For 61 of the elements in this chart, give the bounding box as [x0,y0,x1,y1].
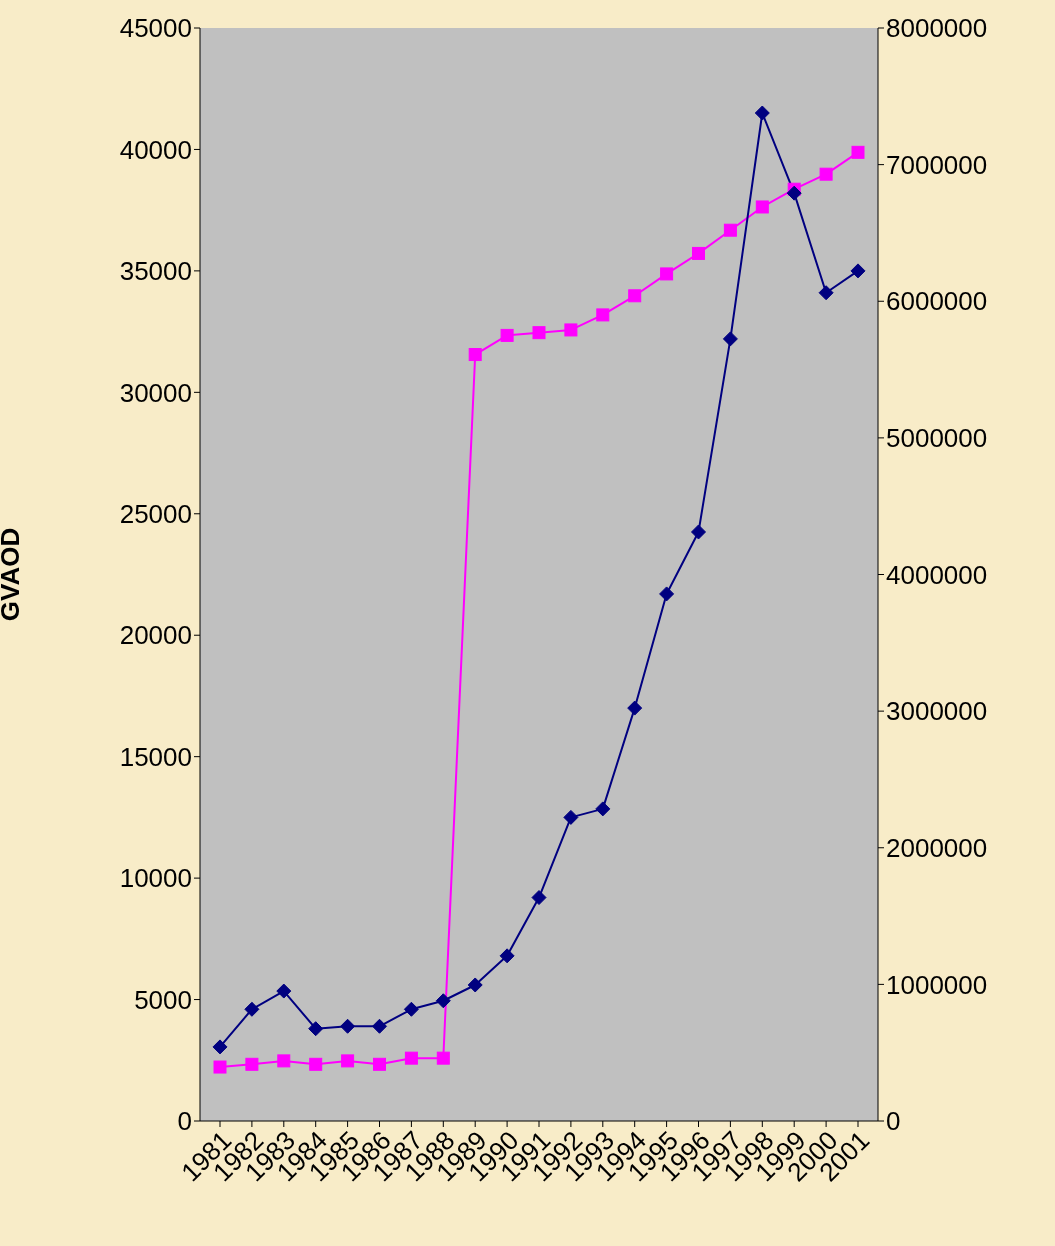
point [532,326,546,340]
point [277,1054,291,1068]
point [435,993,451,1009]
point [754,105,770,121]
point [723,223,737,237]
y2-tick-label: 4000000 [886,559,988,590]
point [660,267,674,281]
point [244,1001,260,1017]
point [850,263,866,279]
point [818,285,834,301]
point [309,1057,323,1071]
point [373,1057,386,1071]
y-tick-label: 15000 [119,741,192,772]
point [404,1051,418,1065]
point [245,1057,259,1071]
y2-tick-label: 3000000 [886,696,988,727]
y2-tick-label: 0 [886,1106,901,1137]
point [341,1054,355,1068]
y2-tick-label: 2000000 [886,832,988,863]
point [372,1018,387,1034]
y-tick-label: 40000 [119,134,192,165]
point [851,145,865,159]
point [468,348,482,362]
point [691,524,706,540]
point [531,890,547,906]
point [564,323,578,337]
point [499,948,515,964]
point [403,1001,419,1017]
point [563,809,579,825]
point [340,1018,356,1034]
y2-tick-label: 6000000 [886,286,988,317]
point [628,289,642,303]
y2-tick-label: 5000000 [886,423,988,454]
point [500,328,514,342]
point [595,801,611,817]
point [596,308,610,322]
y2-tick-label: 1000000 [886,969,988,1000]
point [659,586,675,602]
point [213,1060,227,1074]
point [627,700,643,716]
y-tick-label: 35000 [119,256,192,287]
point [755,200,769,214]
point [819,167,833,181]
point [692,246,705,260]
y-axis-title: GVAOD [0,527,26,622]
y-tick-label: 30000 [119,377,192,408]
point [436,1051,450,1065]
point [212,1039,228,1055]
y-tick-label: 20000 [119,620,192,651]
y-tick-label: 5000 [134,984,192,1015]
y2-tick-label: 8000000 [886,13,988,44]
y-tick-label: 10000 [119,863,192,894]
point [722,331,738,347]
point [786,185,802,201]
y-tick-label: 45000 [119,13,192,44]
y-tick-label: 25000 [119,499,192,530]
point [308,1021,324,1037]
point [276,983,292,999]
y2-tick-label: 7000000 [886,149,988,180]
y-tick-label: 0 [177,1106,192,1137]
point [467,977,483,993]
